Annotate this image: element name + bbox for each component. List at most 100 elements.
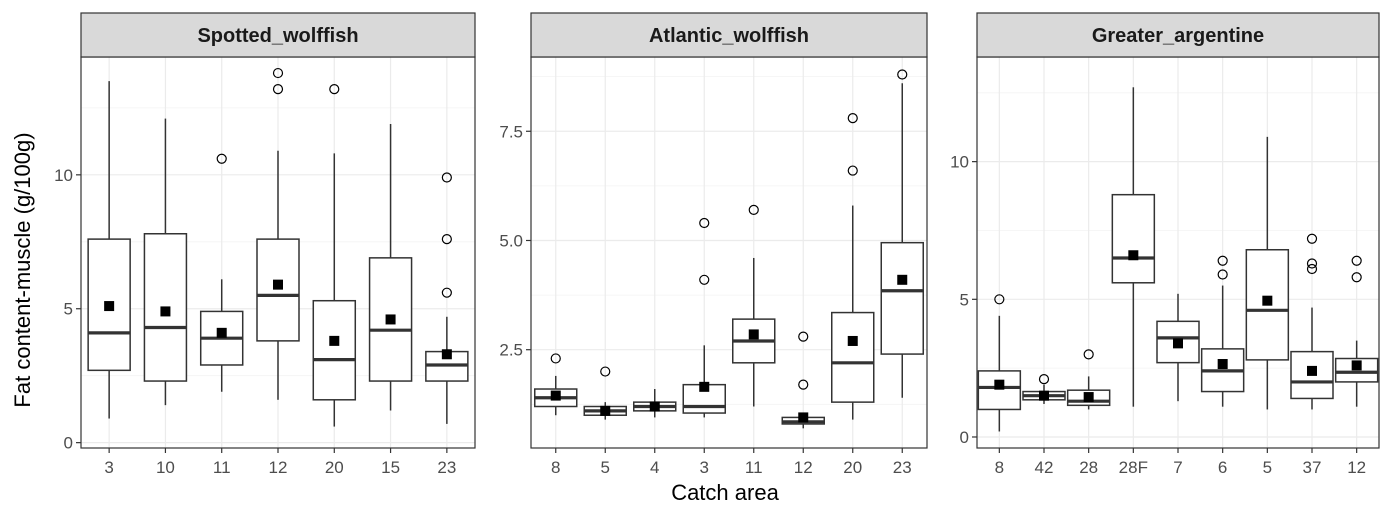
facet-title: Atlantic_wolffish xyxy=(649,25,809,47)
mean-marker xyxy=(798,412,809,423)
x-tick-label: 37 xyxy=(1303,458,1322,477)
panel-3: 0 5 10 8 42 28 28F 7 6 5 37 12 Greater_argentine xyxy=(950,12,1380,477)
x-tick-label: 28F xyxy=(1119,458,1148,477)
y-tick-label: 10 xyxy=(950,153,969,172)
mean-marker xyxy=(329,335,340,346)
mean-marker xyxy=(1307,365,1317,376)
box-group xyxy=(199,153,244,392)
box-group xyxy=(312,84,357,427)
mean-marker xyxy=(104,301,115,312)
mean-marker xyxy=(1173,338,1183,349)
iqr-box xyxy=(831,311,875,403)
box-group xyxy=(880,69,924,398)
x-tick-label: 23 xyxy=(437,458,456,477)
outlier-point xyxy=(699,274,710,285)
y-tick-label: 5 xyxy=(960,290,969,309)
y-axis-title: Fat content-muscle (g/100g) xyxy=(10,132,35,407)
x-tick-label: 23 xyxy=(893,458,912,477)
x-tick-label: 4 xyxy=(650,458,659,477)
mean-marker xyxy=(1128,250,1139,261)
mean-marker xyxy=(897,274,908,285)
x-tick-label: 3 xyxy=(104,458,113,477)
iqr-box xyxy=(87,238,131,372)
x-tick-label: 8 xyxy=(551,458,560,477)
y-tick-label: 2.5 xyxy=(499,341,523,360)
outlier-point xyxy=(1083,349,1094,360)
outlier-point xyxy=(1351,272,1362,283)
x-tick-label: 12 xyxy=(269,458,288,477)
box-group xyxy=(534,353,578,416)
iqr-box xyxy=(312,299,357,401)
y-tick-label: 10 xyxy=(54,166,73,185)
box-group xyxy=(583,366,627,420)
x-tick-label: 8 xyxy=(995,458,1004,477)
y-tick-label: 5.0 xyxy=(499,231,523,250)
mean-marker xyxy=(385,314,396,325)
outlier-point xyxy=(600,366,611,377)
facet-strip xyxy=(80,12,476,58)
outlier-point xyxy=(272,84,284,95)
box-group xyxy=(87,81,131,419)
box-group xyxy=(732,204,776,407)
x-tick-label: 7 xyxy=(1173,458,1182,477)
box-group xyxy=(682,217,726,418)
outlier-point xyxy=(748,204,759,216)
mean-marker xyxy=(1351,360,1362,371)
mean-marker xyxy=(550,390,561,401)
mean-marker xyxy=(273,279,283,290)
outlier-point xyxy=(329,84,340,95)
x-tick-label: 12 xyxy=(794,458,813,477)
outlier-point xyxy=(550,353,561,364)
outlier-point xyxy=(1217,255,1228,266)
box-group xyxy=(425,172,469,424)
outlier-point xyxy=(441,287,452,298)
x-tick-label: 20 xyxy=(325,458,344,477)
facet-strip xyxy=(530,12,928,58)
outlier-point xyxy=(798,379,809,390)
x-tick-label: 11 xyxy=(213,458,231,477)
outlier-point xyxy=(1306,258,1318,269)
outlier-point xyxy=(1038,374,1050,385)
x-axis-title: Catch area xyxy=(671,480,779,505)
outlier-point xyxy=(1306,233,1318,244)
box-group xyxy=(781,331,825,429)
box-group xyxy=(143,118,188,406)
x-tick-label: 12 xyxy=(1347,458,1366,477)
outlier-point xyxy=(272,67,284,79)
panel-2: 2.5 5.0 7.5 8 5 4 3 11 12 20 23 Atlantic_wolffish xyxy=(499,12,928,477)
outlier-point xyxy=(216,153,227,164)
mean-marker xyxy=(441,349,452,360)
outlier-point xyxy=(441,234,452,245)
y-tick-label: 0 xyxy=(64,434,73,453)
facet-strip xyxy=(976,12,1380,58)
box-group xyxy=(1334,255,1379,407)
outlier-point xyxy=(1306,263,1318,275)
box-group xyxy=(633,389,677,418)
box-group xyxy=(256,67,300,400)
outlier-point xyxy=(699,217,710,229)
outlier-point xyxy=(441,172,452,183)
box-group xyxy=(977,294,1022,432)
facet-title: Greater_argentine xyxy=(1092,25,1264,47)
outlier-point xyxy=(798,331,809,342)
box-group xyxy=(831,113,875,420)
iqr-box xyxy=(880,241,924,355)
box-group xyxy=(1245,136,1290,410)
mean-marker xyxy=(1039,390,1049,401)
iqr-box xyxy=(256,238,300,342)
panels-layer: 0 5 10 3 10 11 12 20 15 23 Spotted_wolffish 2.5 5.0 7… xyxy=(54,12,1380,477)
x-tick-label: 10 xyxy=(156,458,175,477)
x-tick-label: 5 xyxy=(1263,458,1272,477)
mean-marker xyxy=(1217,359,1228,370)
panel-1: 0 5 10 3 10 11 12 20 15 23 Spotted_wolffish xyxy=(54,12,476,477)
box-group xyxy=(1066,349,1111,410)
box-group xyxy=(368,123,413,411)
x-tick-label: 20 xyxy=(843,458,862,477)
facet-title: Spotted_wolffish xyxy=(197,25,358,47)
outlier-point xyxy=(897,69,908,80)
x-tick-label: 3 xyxy=(700,458,709,477)
box-group xyxy=(1022,374,1066,404)
mean-marker xyxy=(649,401,660,412)
y-tick-label: 5 xyxy=(64,300,73,319)
mean-marker xyxy=(748,329,759,340)
